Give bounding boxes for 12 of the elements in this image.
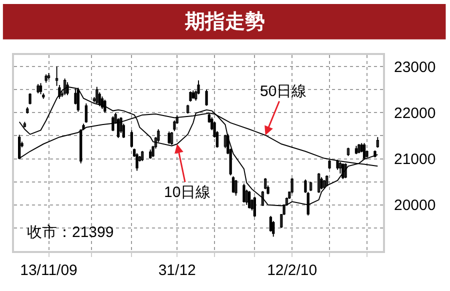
x-tick-label: 31/12 bbox=[158, 262, 196, 279]
annotation: 收市：21399 bbox=[27, 224, 114, 241]
y-tick-label: 21000 bbox=[394, 151, 436, 168]
x-tick-label: 12/2/10 bbox=[267, 262, 318, 279]
y-tick-label: 22000 bbox=[394, 104, 436, 122]
text: 10日線 bbox=[164, 184, 211, 201]
y-tick-label: 23000 bbox=[394, 58, 436, 76]
y-tick-label: 20000 bbox=[394, 197, 436, 214]
chart-title: 期指走勢 bbox=[184, 11, 265, 33]
x-tick-label: 13/11/09 bbox=[20, 262, 78, 279]
text: 50日線 bbox=[260, 83, 307, 100]
candlestick bbox=[42, 92, 45, 100]
